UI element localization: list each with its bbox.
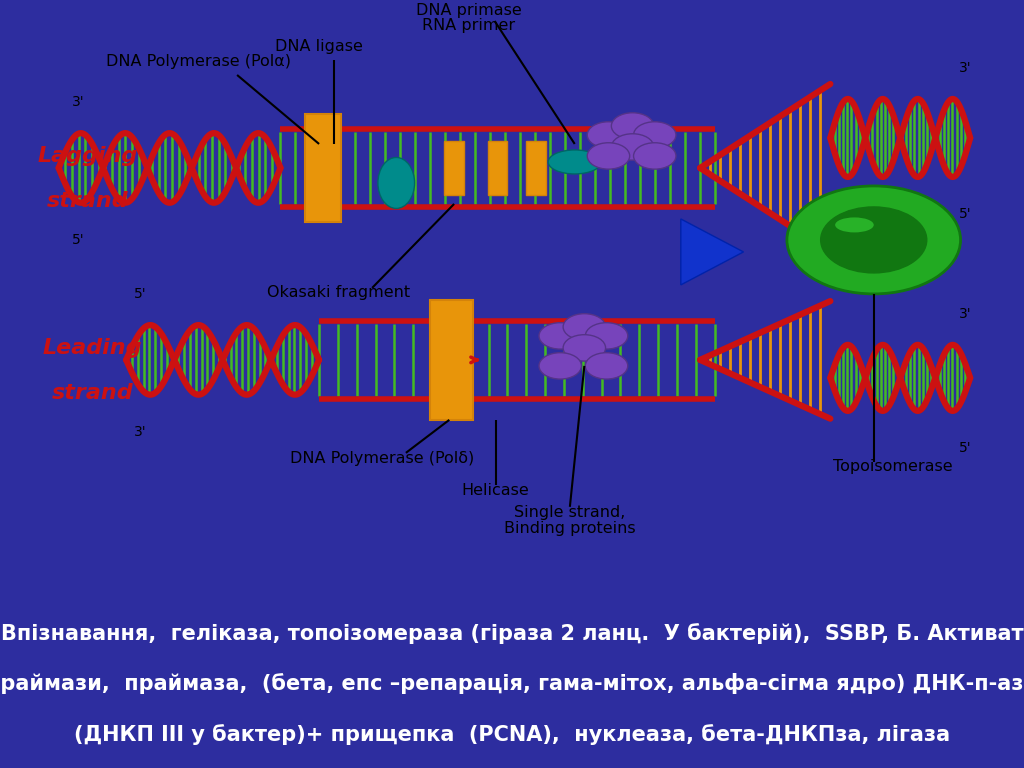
Text: Б. Впізнавання,  геліказа, топоізомераза (гіраза 2 ланц.  У бактерій),  SSBP, Б.: Б. Впізнавання, геліказа, топоізомераза … — [0, 623, 1024, 644]
Circle shape — [563, 313, 605, 340]
Text: DNA Polymerase (Polα): DNA Polymerase (Polα) — [106, 54, 291, 69]
Text: Leading: Leading — [43, 338, 142, 358]
Text: RNA primer: RNA primer — [422, 18, 515, 33]
FancyBboxPatch shape — [304, 114, 341, 222]
Text: Topoisomerase: Topoisomerase — [834, 458, 953, 474]
Circle shape — [634, 143, 676, 169]
FancyBboxPatch shape — [430, 300, 473, 420]
Text: 3': 3' — [134, 425, 146, 439]
Circle shape — [587, 122, 630, 148]
Text: Lagging: Lagging — [38, 146, 137, 166]
Text: 5': 5' — [72, 233, 84, 247]
Text: 5': 5' — [134, 287, 146, 301]
Circle shape — [634, 122, 676, 148]
FancyBboxPatch shape — [487, 141, 507, 195]
Circle shape — [586, 323, 628, 349]
Text: Okasaki fragment: Okasaki fragment — [267, 285, 410, 300]
Text: 3': 3' — [72, 95, 84, 109]
Ellipse shape — [378, 157, 415, 208]
Text: 5': 5' — [959, 207, 972, 221]
Text: 3': 3' — [959, 307, 972, 321]
Ellipse shape — [548, 150, 601, 174]
Circle shape — [586, 353, 628, 379]
Circle shape — [611, 113, 653, 139]
Text: 5': 5' — [959, 441, 972, 455]
Text: DNA ligase: DNA ligase — [275, 39, 364, 54]
Text: strand: strand — [47, 191, 128, 211]
Circle shape — [587, 143, 630, 169]
Circle shape — [611, 134, 653, 161]
Circle shape — [563, 335, 605, 361]
Text: 3': 3' — [959, 61, 972, 75]
Text: (ДНКП ІІІ у бактер)+ прищепка  (PCNA),  нуклеаза, бета-ДНКПза, лігаза: (ДНКП ІІІ у бактер)+ прищепка (PCNA), ну… — [74, 724, 950, 745]
Circle shape — [820, 207, 927, 273]
Circle shape — [539, 353, 582, 379]
Text: Helicase: Helicase — [462, 483, 529, 498]
Text: DNA primase: DNA primase — [416, 3, 521, 18]
Text: праймази,  праймаза,  (бета, епс –репарація, гама-мітох, альфа-сігма ядро) ДНК-п: праймази, праймаза, (бета, епс –репараці… — [0, 674, 1024, 694]
Polygon shape — [681, 219, 743, 285]
Text: strand: strand — [51, 383, 133, 403]
Ellipse shape — [836, 217, 873, 233]
Circle shape — [786, 186, 961, 294]
Text: DNA Polymerase (Polδ): DNA Polymerase (Polδ) — [290, 451, 474, 466]
Text: Single strand,: Single strand, — [514, 505, 626, 520]
Circle shape — [539, 323, 582, 349]
FancyBboxPatch shape — [444, 141, 464, 195]
FancyBboxPatch shape — [526, 141, 546, 195]
Text: Binding proteins: Binding proteins — [504, 521, 636, 535]
